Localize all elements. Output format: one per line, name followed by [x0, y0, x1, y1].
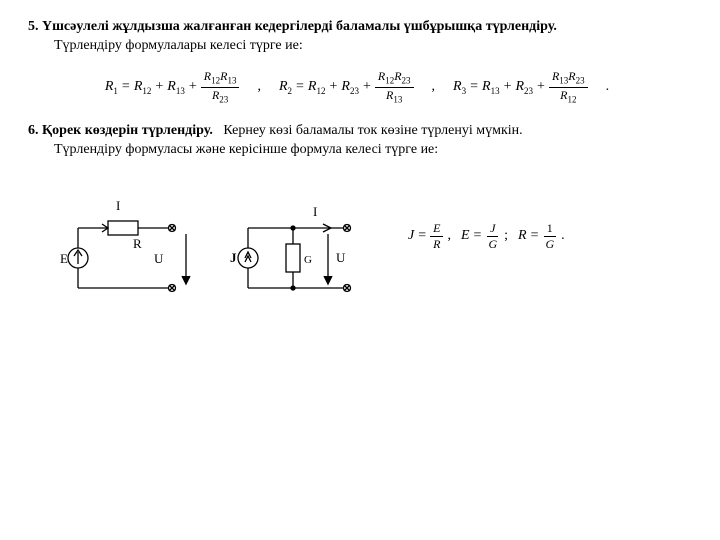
section-5-paragraph: 5. Үшсәулелі жұлдызша жалғанған кедергіл… [28, 18, 692, 56]
formulas-5: R1 = R12 + R13 + R12R13 R23 , R2 = R12 +… [28, 70, 692, 105]
diagrams-row: I R E U [28, 188, 692, 308]
label-R: R [133, 236, 142, 251]
section-6-number: 6. [28, 123, 39, 138]
comma-2: , [426, 79, 442, 95]
dot-1: . [600, 79, 616, 95]
label-G: G [304, 254, 312, 266]
section-5-title-rest: Үшсәулелі жұлдызша жалғанған кедергілерд… [28, 37, 692, 56]
circuit-current-source: I J G U [228, 188, 378, 308]
section-5-number: 5. [28, 19, 39, 34]
label-J: J [230, 250, 237, 265]
label-E: E [60, 251, 68, 266]
comma-1: , [251, 79, 267, 95]
section-6-title-rest1: Кернеу көзі баламалы ток көзіне түрленуі… [223, 123, 522, 138]
formula-r2: R2 = R12 + R23 + R12R23 R13 [279, 70, 414, 105]
formulas-6: J = E R , E = J G ; R = [408, 222, 565, 250]
label-I-2: I [313, 204, 317, 219]
label-U-2: U [336, 250, 346, 265]
section-5-title-bold: Үшсәулелі жұлдызша жалғанған кедергілерд… [42, 19, 557, 34]
formula-r3: R3 = R13 + R23 + R13R23 R12 [453, 70, 588, 105]
formula-r1: R1 = R12 + R13 + R12R13 R23 [105, 70, 240, 105]
section-6-paragraph: 6. Қорек көздерін түрлендіру. Кернеу көз… [28, 122, 692, 160]
section-6-title-bold: Қорек көздерін түрлендіру. [42, 123, 213, 138]
circuit-voltage-source: I R E U [58, 188, 198, 308]
label-I-1: I [116, 198, 120, 213]
label-U-1: U [154, 251, 164, 266]
section-6-title-rest2: Түрлендіру формуласы және керісінше форм… [28, 141, 692, 160]
